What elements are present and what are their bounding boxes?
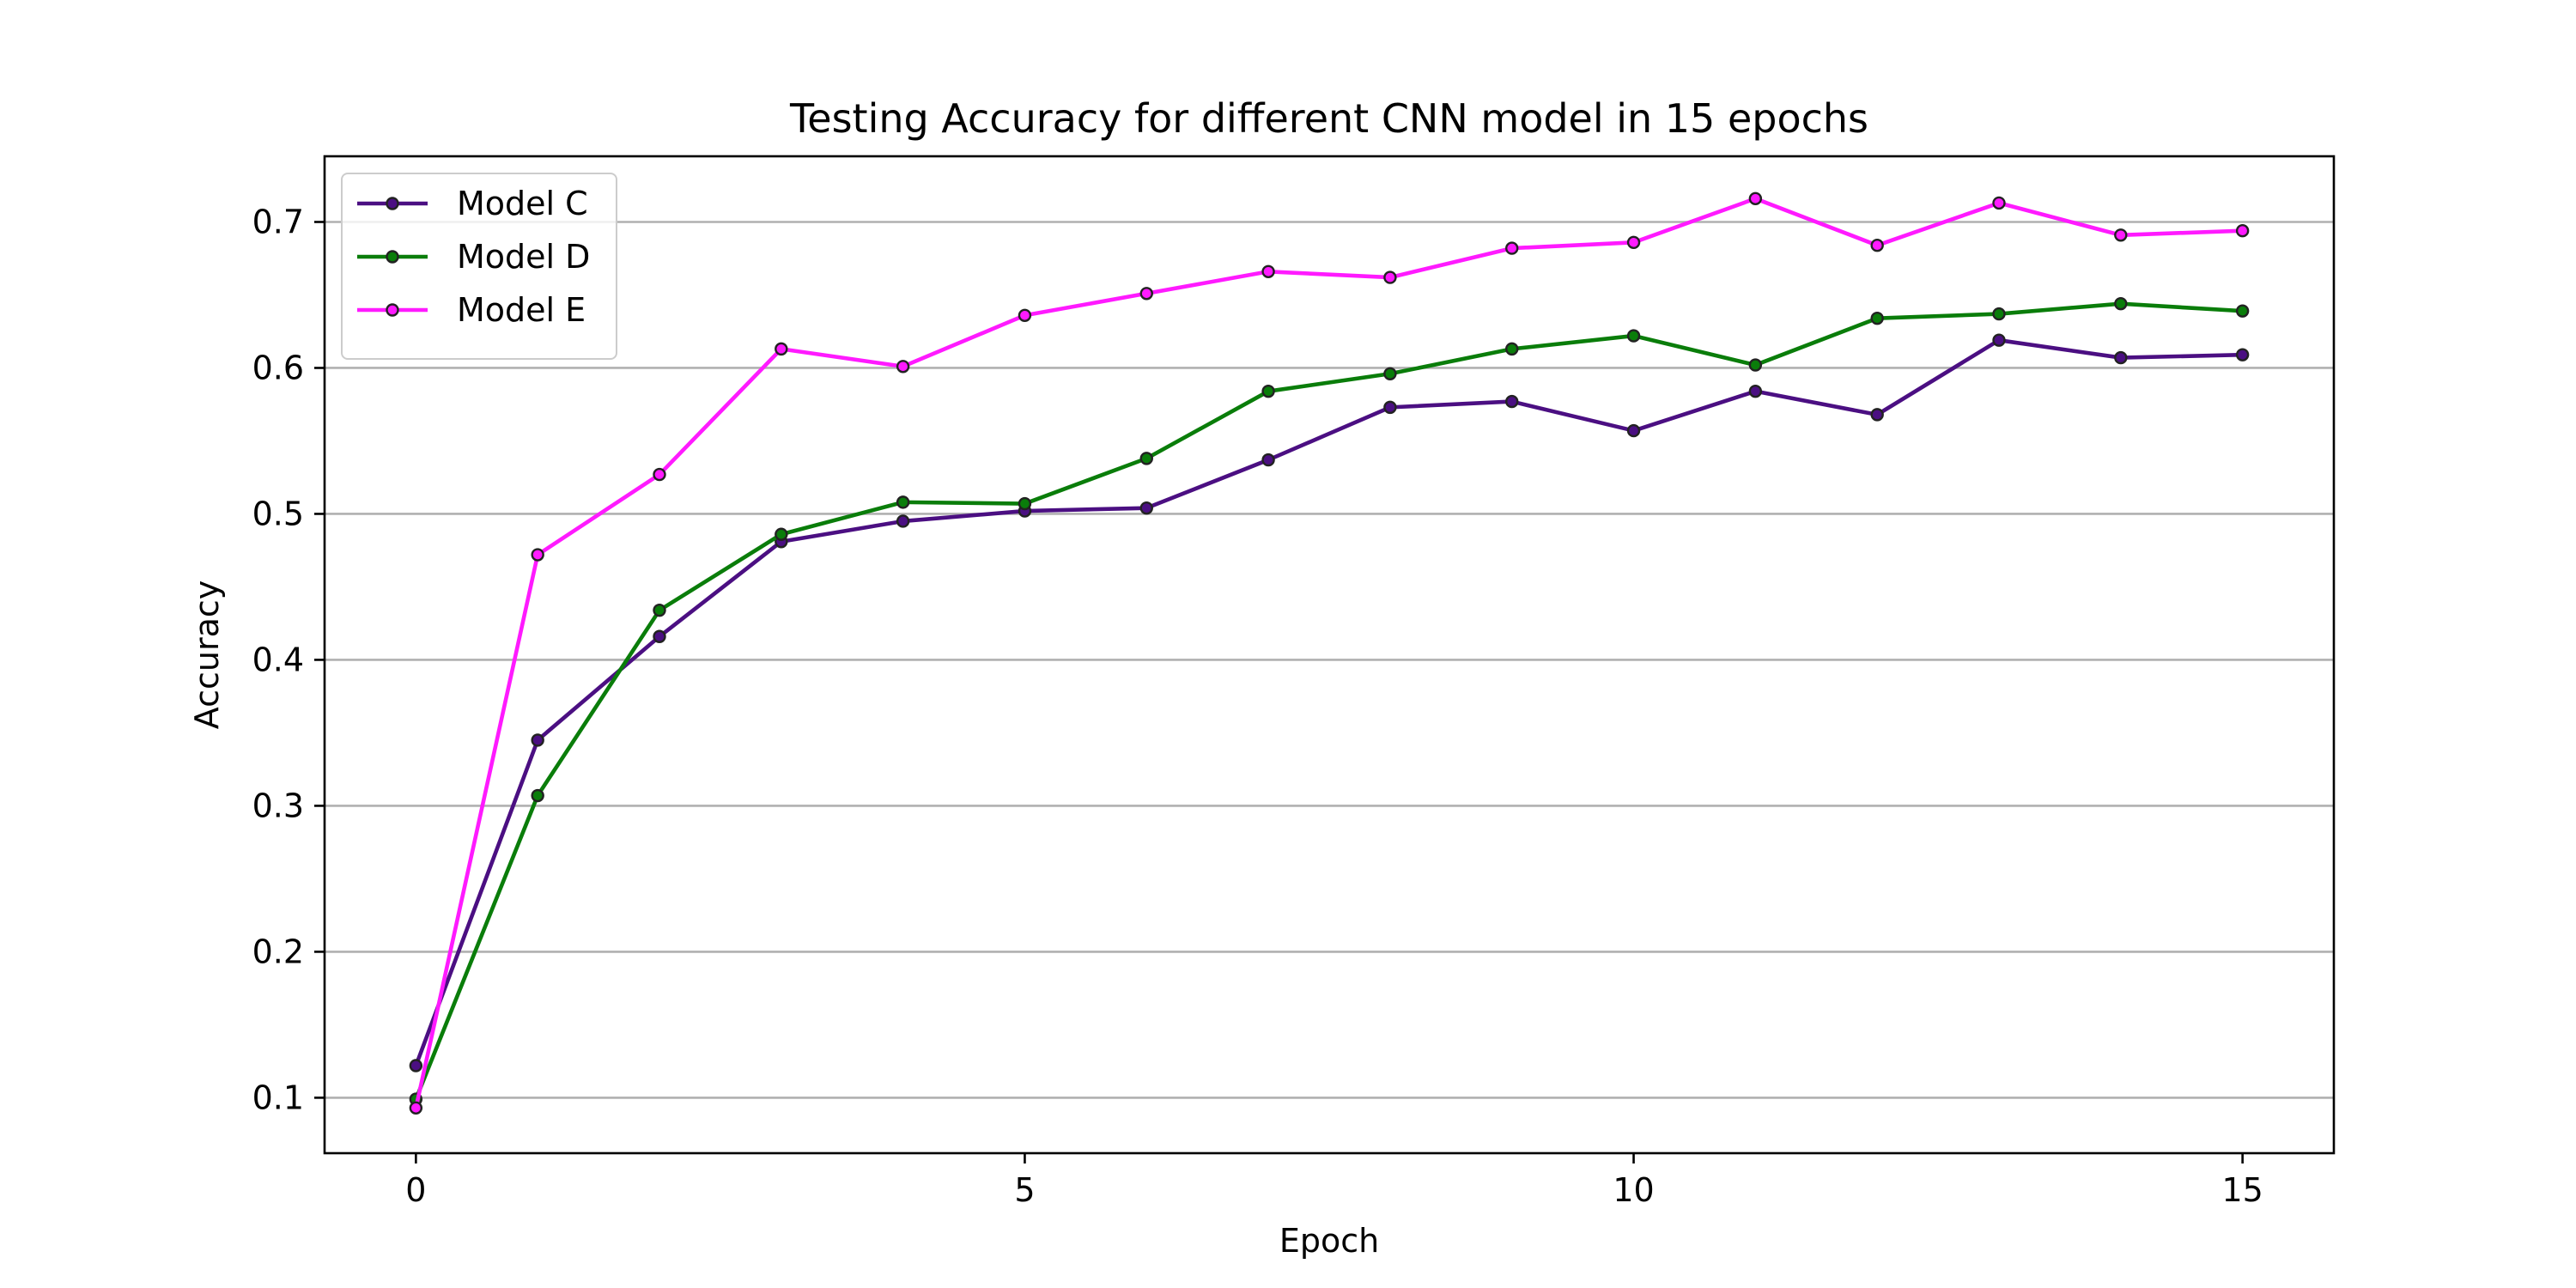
series-layer [409,191,2250,1115]
legend-marker [386,250,399,264]
data-point [1383,400,1397,415]
x-tick-label: 5 [1014,1171,1035,1209]
data-point [1626,329,1641,343]
data-point [653,467,666,482]
series-model-c [409,333,2250,1072]
legend: Model C Model D Model E [341,173,617,360]
data-point [1626,423,1641,438]
data-point [2114,228,2128,242]
data-point [531,548,544,562]
legend-box [341,173,617,360]
plot-frame [323,155,2336,1155]
data-point [775,527,788,541]
data-point [896,495,910,509]
data-point [1748,358,1763,372]
data-point [653,603,666,617]
grid-lines [325,221,2334,1099]
data-point [1139,287,1153,301]
data-point [1992,196,2006,210]
legend-label: Model D [457,238,590,276]
data-point [1505,342,1519,356]
data-point [1383,270,1397,284]
series-line [414,196,2243,1109]
data-point [2114,296,2128,311]
data-point [2235,304,2250,318]
data-point [1626,235,1641,249]
data-point [1261,384,1275,398]
data-point [531,733,544,747]
y-tick-label: 0.3 [252,787,304,824]
data-point [531,788,544,803]
data-point [653,629,666,643]
y-tick-label: 0.1 [252,1078,304,1116]
y-axis-label: Accuracy [188,580,226,730]
y-tick-label: 0.7 [252,203,304,240]
x-axis: 0 5 10 15 [405,1153,2263,1209]
y-tick-label: 0.2 [252,933,304,970]
x-tick-label: 15 [2221,1171,2263,1209]
x-tick-label: 0 [405,1171,426,1209]
y-tick-label: 0.4 [252,641,304,678]
data-point [2235,348,2250,361]
data-point [1992,333,2006,347]
series-model-e [409,191,2250,1115]
data-point [1870,408,1884,422]
data-point [2114,350,2128,365]
data-point [1748,191,1763,205]
legend-label: Model E [457,291,586,329]
data-point [1748,384,1763,398]
x-tick-label: 10 [1613,1171,1654,1209]
data-point [1992,307,2006,321]
data-point [1870,238,1884,252]
data-point [1139,501,1153,515]
legend-item: Model D [357,238,590,276]
data-point [1261,453,1275,467]
data-point [409,1101,423,1115]
data-point [896,514,910,528]
data-point [775,342,788,356]
legend-item: Model E [357,291,586,329]
y-axis: 0.1 0.2 0.3 0.4 0.5 0.6 0.7 [252,203,325,1116]
chart-title: Testing Accuracy for different CNN model… [789,95,1868,142]
legend-marker [386,303,399,317]
legend-item: Model C [357,185,588,222]
data-point [1139,452,1153,465]
legend-marker [386,197,399,210]
y-tick-label: 0.6 [252,349,304,386]
data-point [1018,496,1032,511]
data-point [2235,223,2250,238]
data-point [1261,264,1275,278]
data-point [1505,394,1519,409]
y-tick-label: 0.5 [252,495,304,532]
data-point [1018,308,1032,322]
series-line [414,337,2243,1066]
data-point [1383,367,1397,380]
legend-label: Model C [457,185,588,222]
data-point [1870,311,1884,325]
data-point [896,360,910,374]
data-point [409,1059,423,1072]
x-axis-label: Epoch [1279,1222,1379,1260]
data-point [1505,241,1519,255]
series-line [414,301,2243,1100]
